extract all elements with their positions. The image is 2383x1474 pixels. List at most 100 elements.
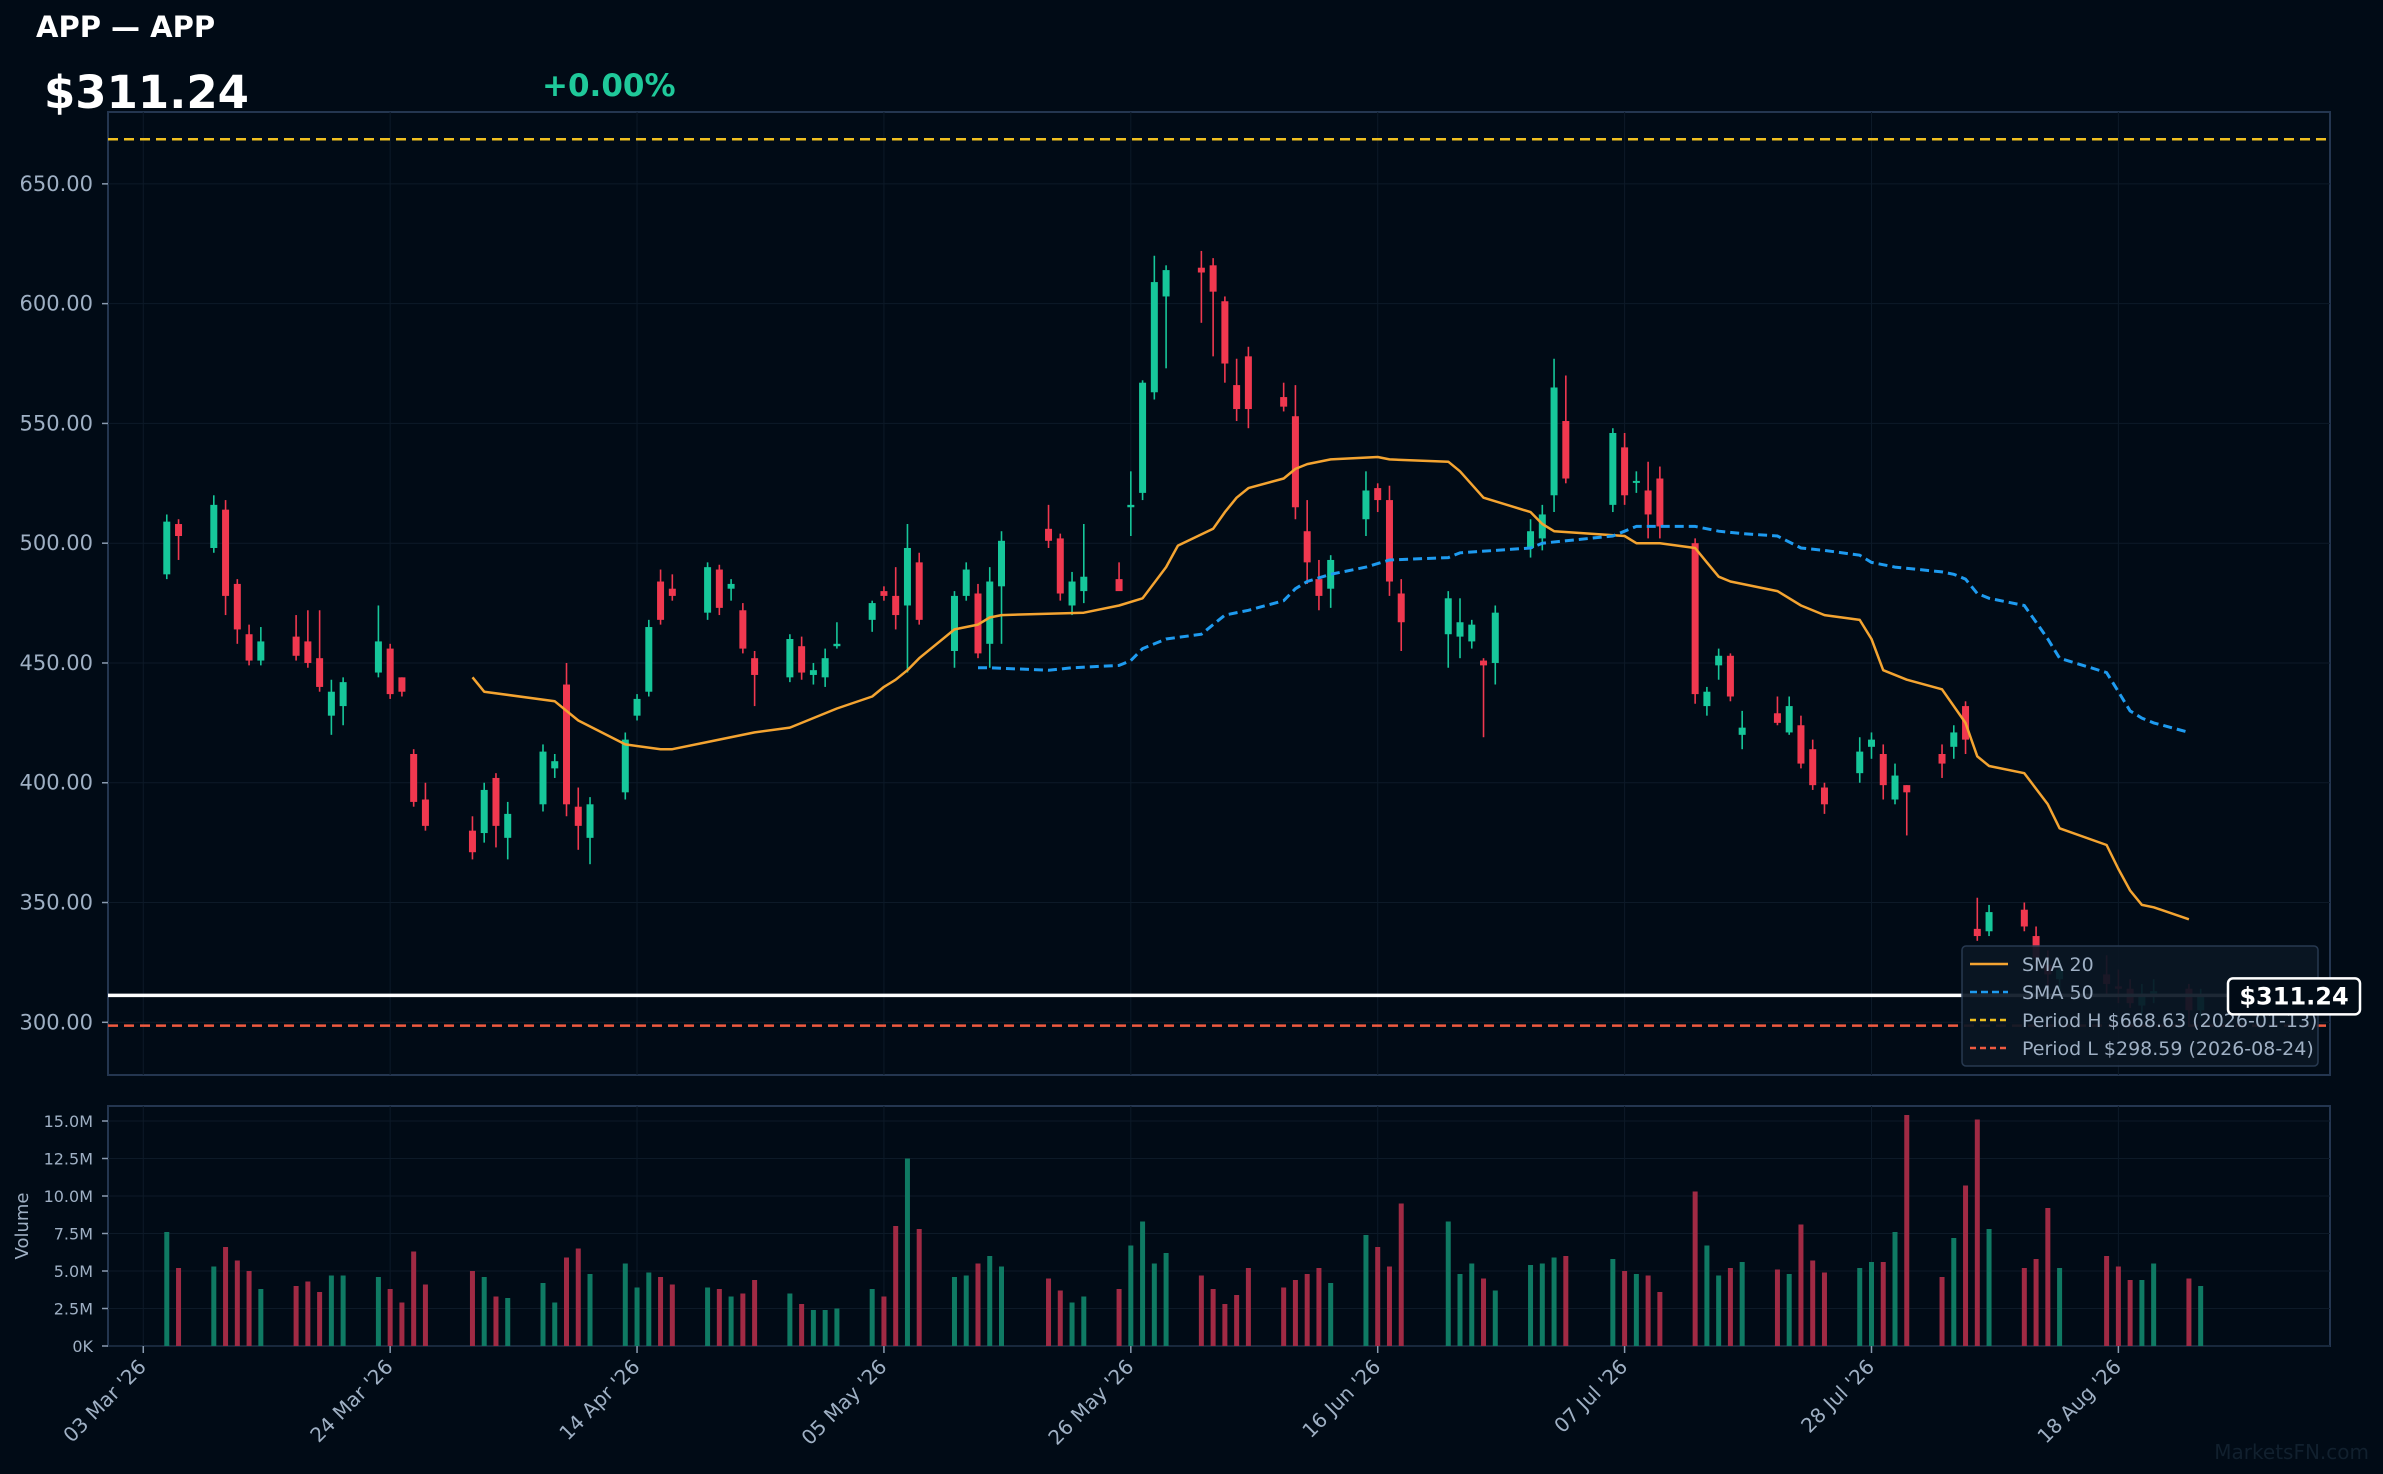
- volume-bar: [1481, 1278, 1487, 1346]
- volume-bar: [799, 1304, 805, 1346]
- volume-bar: [1069, 1302, 1075, 1346]
- volume-bar: [1281, 1287, 1287, 1346]
- candle-body: [1127, 504, 1135, 508]
- volume-bar: [575, 1248, 581, 1346]
- candle-body: [1985, 912, 1993, 932]
- candle-body: [1315, 579, 1323, 596]
- volume-panel-frame: [107, 1105, 2331, 1347]
- chart-title: APP — APP: [36, 10, 216, 44]
- candle-body: [163, 521, 171, 575]
- volume-bar: [705, 1287, 711, 1346]
- candle-body: [1621, 447, 1629, 496]
- x-tick-label: 26 May '26: [1043, 1355, 1138, 1450]
- candle-body: [704, 567, 712, 613]
- candle-body: [751, 658, 759, 675]
- candle-body: [1867, 739, 1875, 747]
- candle-body: [892, 595, 900, 616]
- candle-body: [210, 504, 218, 548]
- candle-body: [950, 595, 958, 651]
- x-tick-label: 24 Mar '26: [305, 1355, 398, 1448]
- volume-bar: [317, 1292, 323, 1346]
- volume-bar: [1657, 1292, 1663, 1346]
- x-tick-label: 14 Apr '26: [554, 1355, 644, 1445]
- candle-body: [798, 646, 806, 673]
- volume-bar: [1316, 1268, 1322, 1346]
- volume-bar: [893, 1226, 899, 1346]
- volume-bar: [1986, 1229, 1992, 1346]
- volume-bar: [2186, 1278, 2192, 1346]
- candle-body: [551, 761, 559, 769]
- candle-body: [374, 641, 382, 673]
- volume-bar: [211, 1266, 217, 1346]
- candle-body: [1656, 478, 1664, 527]
- volume-bar: [1116, 1289, 1122, 1346]
- candle-body: [1374, 488, 1382, 501]
- volume-bar: [1457, 1274, 1463, 1346]
- candle-body: [1150, 282, 1158, 393]
- current-price: $311.24: [44, 66, 249, 119]
- candle-body: [1397, 593, 1405, 623]
- volume-bar: [1234, 1295, 1240, 1346]
- volume-bar: [1081, 1296, 1087, 1346]
- volume-bar: [505, 1298, 511, 1346]
- candle-body: [809, 670, 817, 675]
- candle-body: [1527, 531, 1535, 548]
- price-tick-label: 450.00: [20, 651, 93, 675]
- candle-body: [1785, 706, 1793, 733]
- candle-body: [868, 603, 876, 620]
- candle-body: [504, 813, 512, 838]
- volume-bar: [622, 1263, 628, 1346]
- x-tick-label: 05 May '26: [796, 1355, 891, 1450]
- volume-bar: [2127, 1280, 2133, 1346]
- volume-bar: [587, 1274, 593, 1346]
- volume-bar: [246, 1271, 252, 1346]
- candle-body: [1938, 754, 1946, 764]
- candle-body: [574, 806, 582, 826]
- volume-bar: [1857, 1268, 1863, 1346]
- volume-bar: [234, 1260, 240, 1346]
- volume-bar: [1445, 1221, 1451, 1346]
- legend-label: Period L $298.59 (2026-08-24): [2022, 1038, 2314, 1060]
- price-tick-label: 300.00: [20, 1010, 93, 1034]
- candle-body: [1797, 725, 1805, 764]
- candle-body: [645, 627, 653, 692]
- volume-tick-label: 10.0M: [44, 1187, 93, 1206]
- candle-body: [962, 569, 970, 596]
- candle-body: [1045, 528, 1053, 541]
- volume-bar: [2104, 1256, 2110, 1346]
- price-tick-label: 650.00: [20, 172, 93, 196]
- volume-bar: [1727, 1268, 1733, 1346]
- candle-body: [1197, 267, 1205, 273]
- volume-bar: [716, 1289, 722, 1346]
- volume-bar: [1716, 1275, 1722, 1346]
- candle-body: [833, 643, 841, 647]
- candle-body: [327, 691, 335, 716]
- volume-bar: [1892, 1232, 1898, 1346]
- volume-bar: [564, 1257, 570, 1346]
- candle-body: [492, 777, 500, 826]
- candle-body: [1632, 480, 1640, 483]
- volume-bar: [646, 1272, 652, 1346]
- candle-body: [304, 641, 312, 663]
- candle-body: [998, 540, 1006, 587]
- volume-bar: [375, 1277, 381, 1346]
- candle-body: [1139, 382, 1147, 493]
- volume-bar: [387, 1289, 393, 1346]
- volume-bar: [752, 1280, 758, 1346]
- candle-body: [398, 677, 406, 692]
- volume-bar: [999, 1266, 1005, 1346]
- volume-bar: [1492, 1290, 1498, 1346]
- candle-body: [739, 610, 747, 649]
- candle-body: [586, 804, 594, 838]
- candle-body: [245, 634, 253, 661]
- volume-bar: [2057, 1268, 2063, 1346]
- candle-body: [421, 799, 429, 826]
- volume-bar: [469, 1271, 475, 1346]
- price-badge-label: $311.24: [2239, 982, 2348, 1010]
- volume-bar: [869, 1289, 875, 1346]
- candle-body: [1056, 538, 1064, 594]
- volume-bar: [1904, 1115, 1910, 1346]
- volume-bar: [1810, 1260, 1816, 1346]
- volume-bar: [1398, 1203, 1404, 1346]
- sma20-line: [471, 455, 2190, 921]
